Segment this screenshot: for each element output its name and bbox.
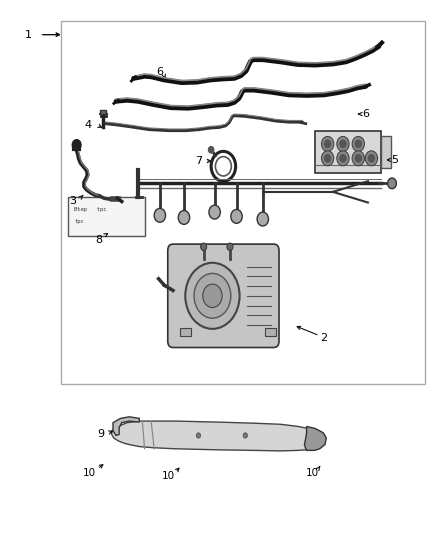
Circle shape: [340, 140, 346, 148]
Circle shape: [243, 433, 247, 438]
Circle shape: [321, 151, 334, 166]
Bar: [100, 110, 106, 114]
Circle shape: [209, 205, 220, 219]
Circle shape: [337, 151, 349, 166]
Circle shape: [231, 209, 242, 223]
Bar: [68, 197, 145, 236]
Text: 5: 5: [391, 155, 398, 165]
Text: Btep   tpc: Btep tpc: [74, 207, 107, 212]
Bar: [61, 21, 425, 384]
Circle shape: [178, 211, 190, 224]
Circle shape: [154, 208, 166, 222]
Circle shape: [196, 433, 201, 438]
Circle shape: [355, 140, 361, 148]
Text: 6: 6: [363, 109, 370, 119]
Bar: [180, 328, 191, 336]
Text: 1: 1: [25, 30, 32, 39]
Text: 10: 10: [306, 468, 319, 478]
Circle shape: [365, 151, 378, 166]
FancyBboxPatch shape: [168, 244, 279, 348]
Bar: [381, 136, 391, 168]
Polygon shape: [304, 426, 326, 450]
Circle shape: [185, 263, 240, 329]
Text: 9: 9: [97, 430, 104, 439]
Circle shape: [352, 151, 364, 166]
Bar: [265, 328, 276, 336]
Text: 6: 6: [156, 67, 163, 77]
Polygon shape: [113, 417, 139, 435]
Circle shape: [355, 155, 361, 162]
Circle shape: [72, 140, 81, 150]
Text: 10: 10: [83, 468, 96, 478]
Polygon shape: [112, 421, 324, 451]
Circle shape: [388, 178, 396, 189]
Circle shape: [352, 136, 364, 151]
Text: 2: 2: [321, 334, 328, 343]
Circle shape: [227, 243, 233, 251]
Circle shape: [203, 284, 222, 308]
Circle shape: [194, 273, 231, 318]
Circle shape: [257, 212, 268, 226]
Text: tpc: tpc: [74, 219, 84, 223]
Circle shape: [368, 155, 374, 162]
Circle shape: [340, 155, 346, 162]
Text: 4: 4: [84, 120, 91, 130]
Bar: [315, 131, 381, 173]
Circle shape: [201, 243, 207, 251]
Text: 3: 3: [69, 197, 76, 206]
Circle shape: [325, 140, 331, 148]
Circle shape: [325, 155, 331, 162]
Text: 7: 7: [195, 156, 202, 166]
Circle shape: [337, 136, 349, 151]
Text: 10: 10: [162, 471, 175, 481]
Text: 8: 8: [95, 236, 102, 245]
Circle shape: [208, 147, 214, 153]
Circle shape: [321, 136, 334, 151]
